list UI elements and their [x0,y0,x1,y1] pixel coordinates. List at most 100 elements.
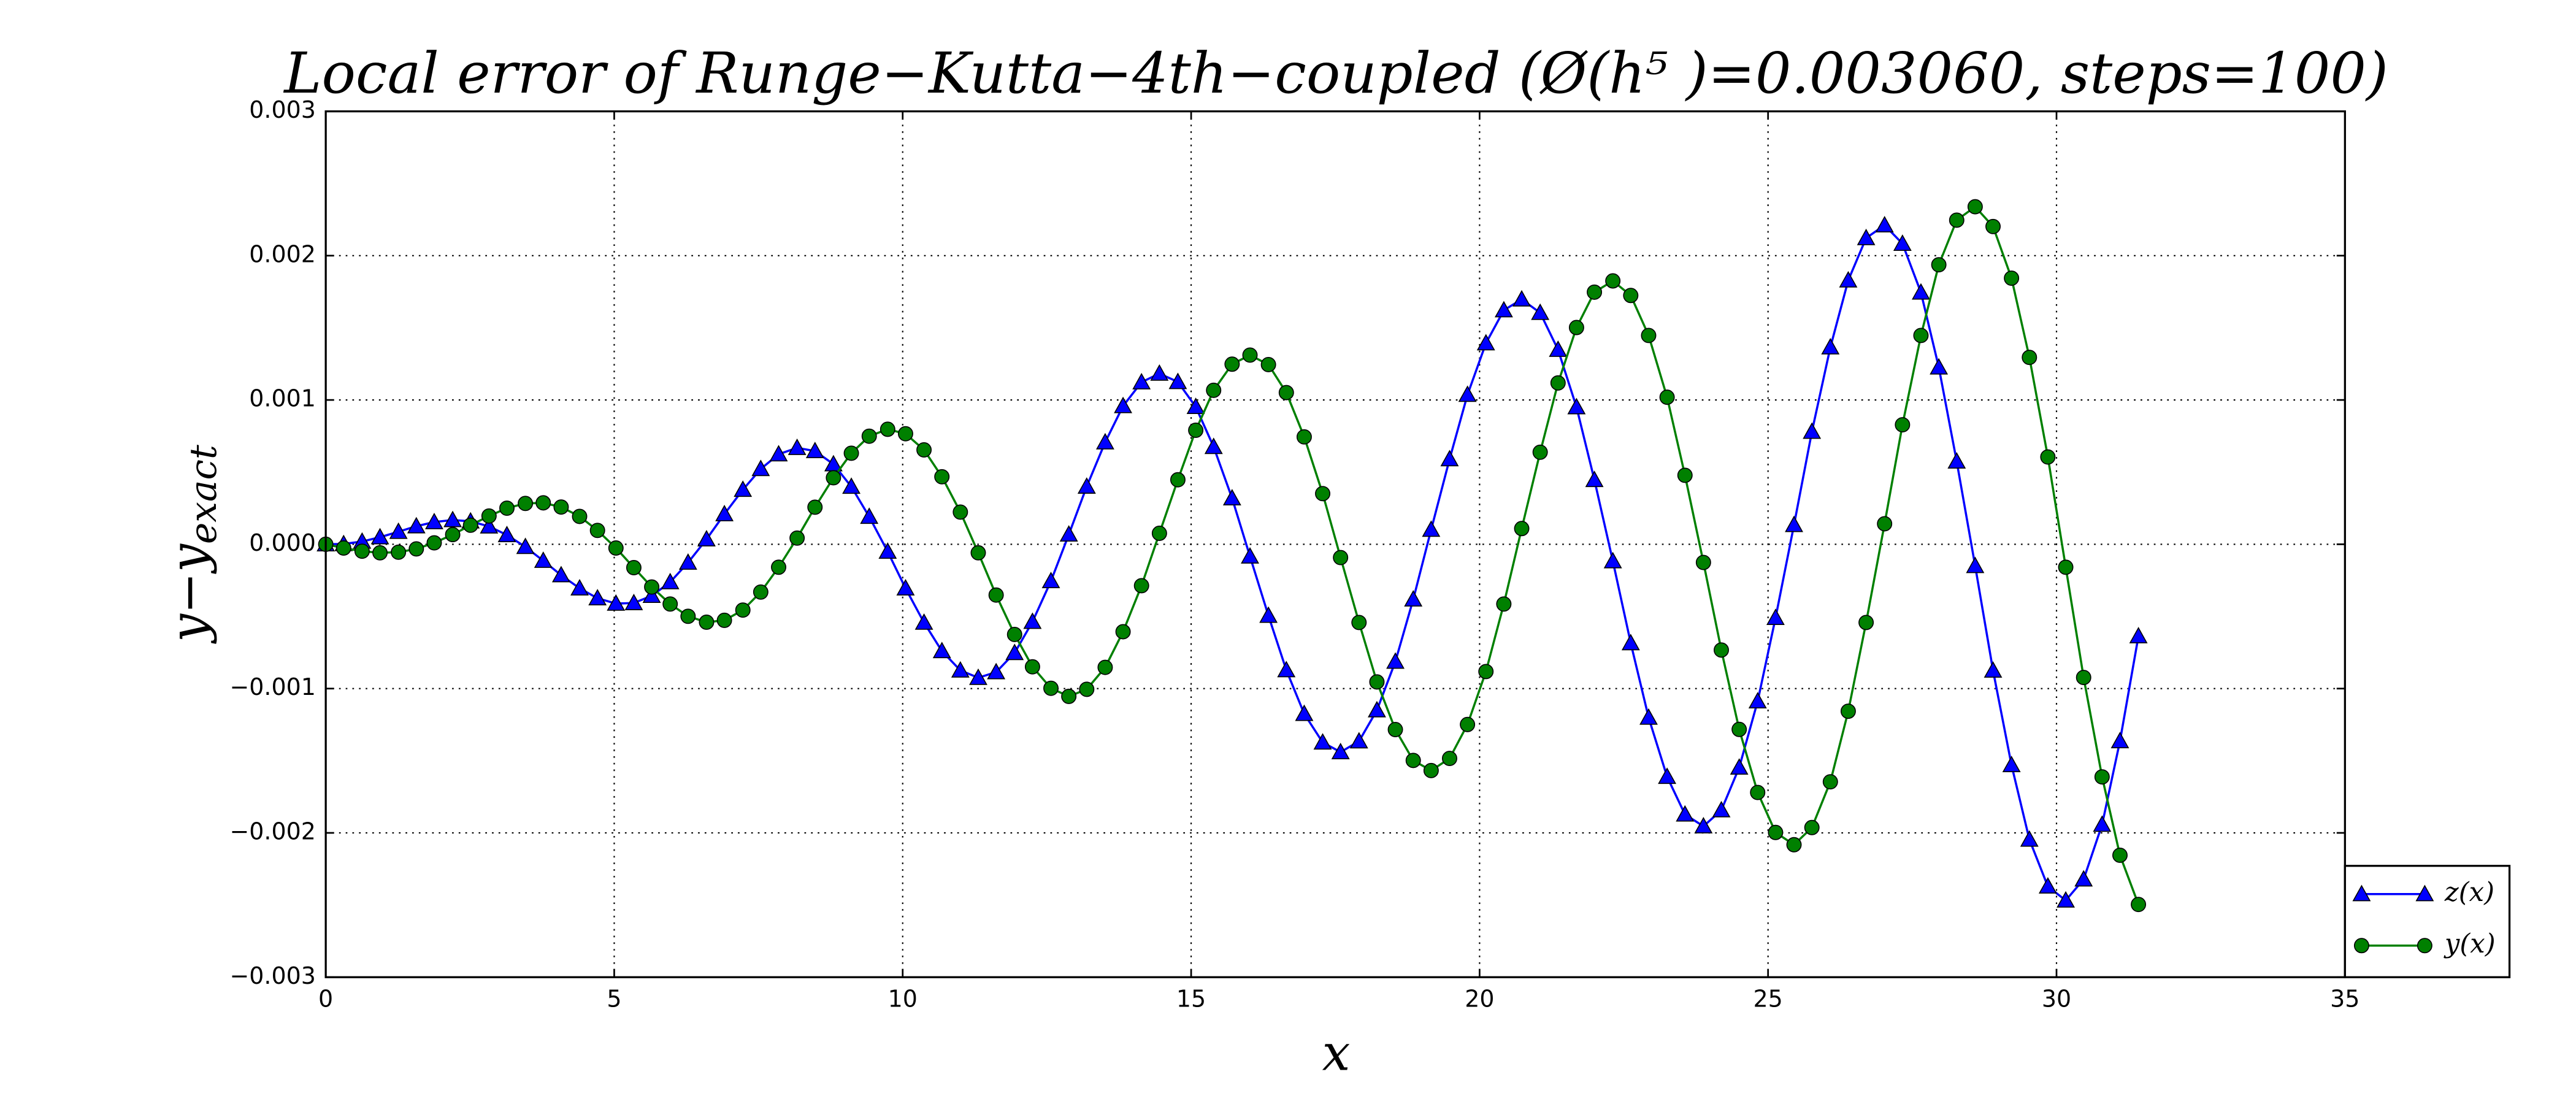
marker [1369,674,1385,690]
marker [1315,486,1330,502]
marker [1677,467,1693,483]
marker [1730,758,1749,775]
marker [897,426,913,442]
marker [335,540,351,556]
marker [1222,489,1241,505]
legend-marker [2353,938,2369,954]
marker [1568,320,1584,335]
marker [988,587,1004,603]
x-tick-label: 35 [2330,986,2359,1013]
marker [535,495,551,511]
marker [1386,652,1405,669]
marker [2110,732,2129,748]
marker [896,578,915,596]
y-tick-label: −0.001 [230,673,316,700]
marker [1368,700,1386,718]
marker [751,459,770,477]
marker [1295,704,1314,721]
marker [661,572,680,589]
marker [642,586,661,604]
marker [1512,289,1531,307]
y-tick-label: −0.003 [230,962,316,989]
marker [1877,516,1893,532]
legend: z(x) y(x) [2344,865,2511,978]
marker [1206,382,1222,398]
marker [572,508,588,524]
marker [1333,550,1349,565]
legend-marker [2415,884,2434,902]
marker [953,504,968,520]
marker [570,578,589,596]
marker [425,512,443,529]
marker [445,527,461,543]
marker [1186,397,1205,415]
marker [1549,340,1568,357]
marker [1313,733,1332,750]
marker [826,470,841,486]
marker [1132,372,1151,389]
marker [1114,396,1133,413]
legend-label: z(x) [2444,877,2494,908]
marker [1349,732,1368,749]
marker [1097,659,1113,675]
marker [516,537,535,554]
marker [1260,357,1276,372]
marker [1422,520,1441,537]
marker [391,544,407,560]
marker [1043,680,1059,696]
marker [480,517,499,534]
marker [1151,526,1167,541]
marker [1188,423,1204,438]
marker [1587,284,1603,300]
marker [1712,800,1731,818]
marker [1785,515,1803,532]
marker [1006,626,1022,642]
x-tick-label: 25 [1754,986,1783,1013]
marker [932,642,951,659]
marker [624,593,643,610]
marker [914,613,933,630]
marker [878,542,897,559]
marker [1714,642,1729,658]
marker [1133,578,1149,594]
legend-marker [2417,938,2432,954]
marker [1623,288,1639,304]
marker [2076,670,2091,686]
marker [1768,824,1784,840]
marker [1984,661,2003,678]
marker [969,668,987,685]
marker [788,439,807,455]
legend-box [2344,865,2511,978]
marker [1005,643,1024,661]
y-tick-label: −0.002 [230,818,316,845]
marker [588,589,607,606]
marker [1966,556,1985,573]
legend-label: y(x) [2444,929,2496,959]
marker [860,507,879,524]
marker [1731,721,1747,737]
marker [1204,437,1223,454]
marker [497,526,516,542]
marker [1893,234,1912,251]
marker [1331,742,1350,759]
x-axis-label: x [1322,1024,1351,1082]
marker [2040,449,2056,465]
marker [2058,559,2074,575]
y-tick-label: 0.001 [249,385,316,412]
marker [1079,681,1095,697]
marker [408,541,424,557]
marker [861,428,877,444]
y-axis-label-sub: exact [183,444,225,544]
marker [697,529,716,546]
chart-title: Local error of Runge−Kutta−4th−coupled (… [283,40,2388,106]
marker [2038,877,2057,894]
marker [1170,472,1186,488]
marker [1913,328,1929,343]
marker [499,500,515,516]
x-tick-label: 15 [1176,986,1206,1013]
marker [1750,784,1766,800]
marker [370,527,389,545]
